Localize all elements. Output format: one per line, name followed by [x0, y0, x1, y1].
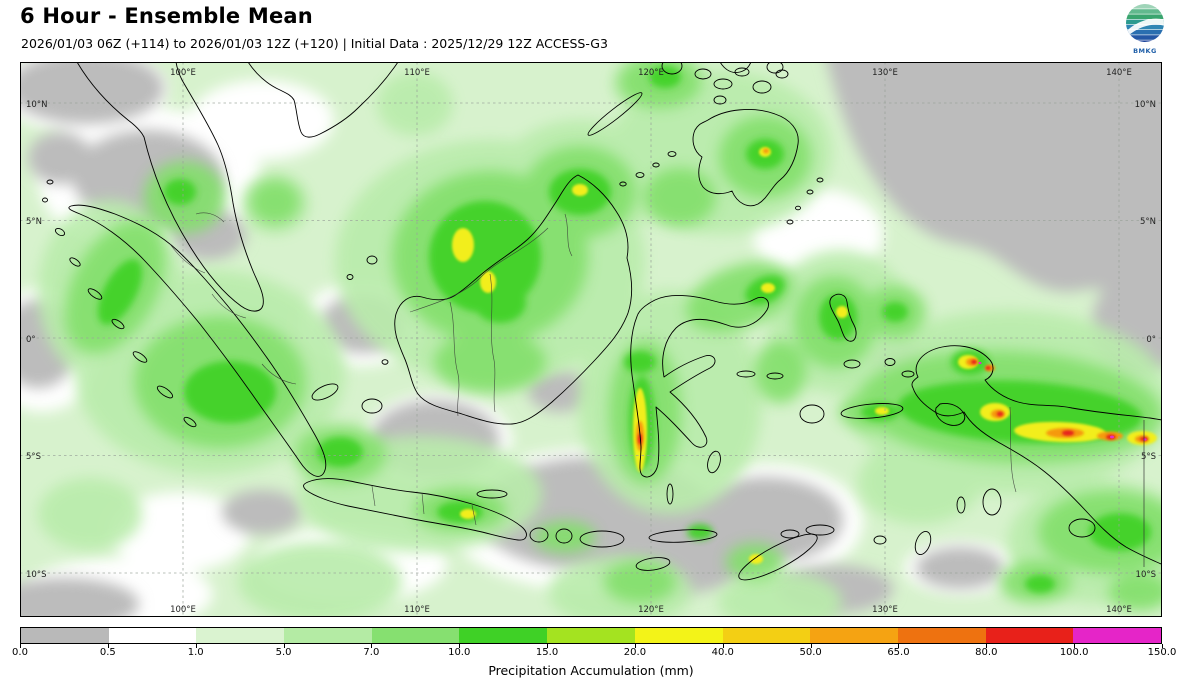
colorbar-segment: [547, 628, 635, 643]
lat-tick-label: 5°S: [26, 452, 41, 462]
colorbar-tick-mark: [195, 644, 197, 648]
borneo-coastline: [394, 174, 633, 425]
colorbar-tick-mark: [986, 644, 988, 648]
colorbar-tick-label: 15.0: [535, 647, 559, 658]
colorbar-segment: [897, 628, 986, 643]
coastlines-layer: [42, 62, 1162, 581]
colorbar-segment: [284, 628, 372, 643]
lon-tick-label: 100°E: [170, 605, 196, 615]
sumatra-coastline: [68, 204, 327, 477]
colorbar-tick-label: 10.0: [448, 647, 471, 658]
colorbar-ticks: 0.0 0.5 1.0 5.0 7.0 10.0 15.0 20.0 40.0 50.0 65.0 8…: [12, 644, 1176, 660]
colorbar-segment: [21, 628, 109, 643]
lat-tick-label: 0°: [1146, 335, 1156, 345]
colorbar-tick-mark: [371, 644, 373, 648]
colorbar-segment: [1073, 628, 1161, 643]
colorbar-segment: [459, 628, 548, 643]
map-frame: 100°E 110°E 120°E 130°E 140°E 100°E 110°…: [20, 62, 1162, 617]
lat-tick-label: 10°S: [1136, 570, 1156, 580]
colorbar-tick-label: 0.5: [99, 647, 116, 658]
lat-tick-label: 10°N: [1135, 100, 1156, 110]
papua-coastline: [911, 345, 1162, 565]
java-coastline: [303, 478, 527, 541]
colorbar-tick-mark: [107, 644, 109, 648]
colorbar-tick-mark: [283, 644, 285, 648]
lat-tick-label: 5°N: [26, 217, 42, 227]
colorbar-tick-mark: [1162, 644, 1163, 648]
colorbar-segment: [810, 628, 898, 643]
bmkg-logo: BMKG: [1121, 2, 1169, 55]
precip-dry-gray-layer: [20, 62, 1162, 617]
lon-tick-label: 140°E: [1106, 68, 1132, 78]
lon-tick-label: 110°E: [404, 605, 430, 615]
page-subtitle: 2026/01/03 06Z (+114) to 2026/01/03 12Z …: [21, 36, 608, 51]
colorbar-tick-label: 100.0: [1059, 647, 1089, 658]
colorbar-label: Precipitation Accumulation (mm): [488, 663, 694, 678]
map-border: [20, 62, 1162, 617]
colorbar-tick-mark: [810, 644, 812, 648]
colorbar-tick-label: 40.0: [711, 647, 734, 658]
colorbar-segment: [722, 628, 811, 643]
luzon-coastline: [719, 62, 752, 73]
colorbar-tick-label: 0.0: [12, 647, 28, 658]
colorbar-tick-label: 50.0: [799, 647, 822, 658]
colorbar-segment: [634, 628, 723, 643]
colorbar-segment: [985, 628, 1074, 643]
colorbar-tick-mark: [1074, 644, 1076, 648]
lon-tick-label: 100°E: [170, 68, 196, 78]
lon-tick-label: 130°E: [872, 605, 898, 615]
lon-tick-label: 120°E: [638, 68, 664, 78]
graticule-gridlines: [20, 62, 1162, 617]
colorbar-tick-mark: [898, 644, 900, 648]
colorbar-tick-label: 65.0: [887, 647, 910, 658]
sulawesi-coastline: [630, 295, 769, 478]
bomberai-coastline: [935, 403, 966, 426]
colorbar-tick-label: 1.0: [187, 647, 204, 658]
colorbar-segment: [371, 628, 460, 643]
vietnam-cambodia-coastline: [247, 62, 399, 138]
colorbar-tick-mark: [722, 644, 724, 648]
colorbar-tick-label: 5.0: [275, 647, 292, 658]
colorbar-tick-label: 80.0: [975, 647, 998, 658]
lon-tick-label: 110°E: [404, 68, 430, 78]
precipitation-map: 100°E 110°E 120°E 130°E 140°E 100°E 110°…: [20, 62, 1162, 617]
bmkg-logo-text: BMKG: [1133, 47, 1157, 55]
lon-tick-label: 130°E: [872, 68, 898, 78]
colorbar: [20, 627, 1162, 644]
colorbar-tick-mark: [634, 644, 636, 648]
lat-tick-label: 5°S: [1141, 452, 1156, 462]
lon-tick-label: 140°E: [1106, 605, 1132, 615]
colorbar-segment: [196, 628, 285, 643]
axis-tick-labels: 100°E 110°E 120°E 130°E 140°E 100°E 110°…: [26, 68, 1156, 615]
bmkg-globe-icon: [1125, 3, 1165, 43]
colorbar-tick-label: 7.0: [363, 647, 380, 658]
admin-borders-layer: [169, 212, 1145, 567]
mindanao-coastline: [692, 109, 799, 207]
colorbar-tick-mark: [20, 644, 21, 648]
lat-tick-label: 5°N: [1140, 217, 1156, 227]
lat-tick-label: 10°S: [26, 570, 46, 580]
colorbar-tick-label: 20.0: [623, 647, 647, 658]
small-islands-coastlines: [42, 62, 1096, 581]
halmahera-coastline: [829, 293, 857, 342]
lat-tick-label: 0°: [26, 335, 36, 345]
indochina-coastline: [76, 62, 264, 312]
colorbar-tick-mark: [547, 644, 549, 648]
colorbar-segment: [108, 628, 197, 643]
colorbar-tick-mark: [459, 644, 461, 648]
colorbar-tick-label: 150.0: [1147, 647, 1177, 658]
lon-tick-label: 120°E: [638, 605, 664, 615]
page-title: 6 Hour - Ensemble Mean: [20, 4, 313, 28]
lat-tick-label: 10°N: [26, 100, 47, 110]
